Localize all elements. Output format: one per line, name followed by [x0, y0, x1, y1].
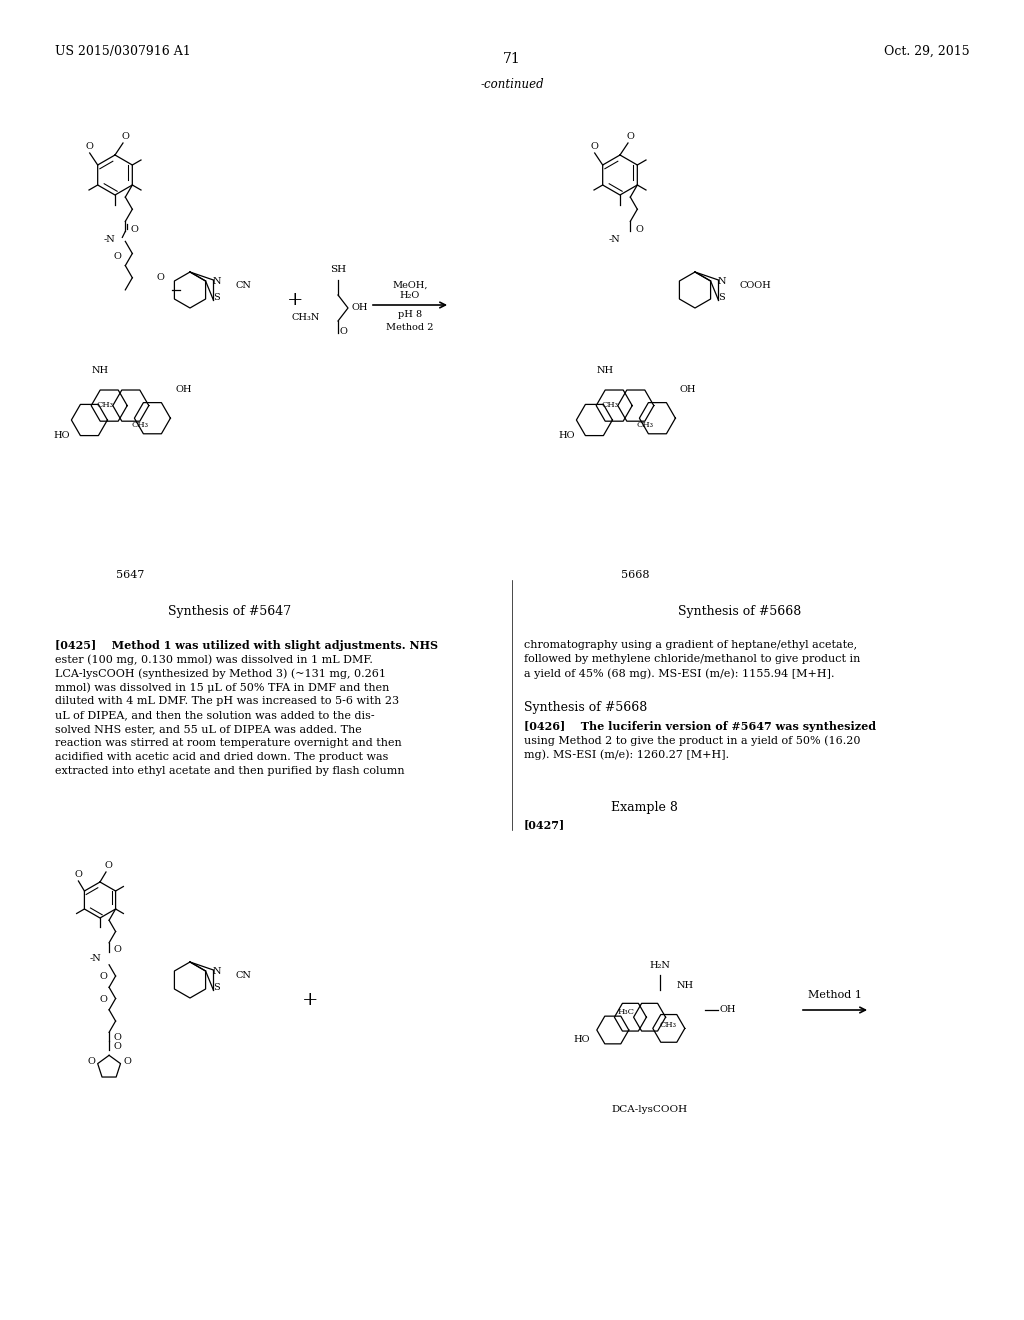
Text: SH: SH [330, 265, 346, 275]
Text: Synthesis of #5668: Synthesis of #5668 [678, 605, 802, 618]
Text: NH: NH [91, 366, 109, 375]
Text: a yield of 45% (68 mg). MS-ESI (m/e): 1155.94 [M+H].: a yield of 45% (68 mg). MS-ESI (m/e): 11… [524, 668, 835, 678]
Text: O: O [626, 132, 634, 141]
Text: DCA-lysCOOH: DCA-lysCOOH [612, 1105, 688, 1114]
Text: 5647: 5647 [116, 570, 144, 579]
Text: O: O [104, 861, 112, 870]
Text: 5668: 5668 [621, 570, 649, 579]
Text: O: O [123, 1057, 131, 1065]
Text: N: N [213, 968, 221, 977]
Text: [0427]: [0427] [524, 818, 565, 830]
Text: O: O [156, 273, 164, 282]
Text: Synthesis of #5647: Synthesis of #5647 [168, 605, 292, 618]
Text: O: O [99, 973, 108, 981]
Text: S: S [213, 983, 220, 993]
Text: pH 8: pH 8 [398, 310, 422, 319]
Text: O: O [121, 132, 129, 141]
Text: HO: HO [573, 1035, 590, 1044]
Text: followed by methylene chloride/methanol to give product in: followed by methylene chloride/methanol … [524, 653, 860, 664]
Text: NH: NH [677, 981, 693, 990]
Text: Example 8: Example 8 [610, 801, 678, 814]
Text: +: + [287, 290, 303, 309]
Text: acidified with acetic acid and dried down. The product was: acidified with acetic acid and dried dow… [55, 752, 388, 762]
Text: O: O [113, 1032, 121, 1041]
Text: O: O [130, 224, 138, 234]
Text: S: S [213, 293, 220, 302]
Text: N: N [213, 277, 221, 286]
Text: +: + [302, 991, 318, 1008]
Text: CH₃: CH₃ [660, 1020, 677, 1030]
Text: H₂N: H₂N [649, 961, 671, 970]
Text: O: O [113, 945, 121, 954]
Text: OH: OH [720, 1006, 736, 1015]
Text: US 2015/0307916 A1: US 2015/0307916 A1 [55, 45, 190, 58]
Text: CH₃: CH₃ [131, 421, 148, 429]
Text: solved NHS ester, and 55 uL of DIPEA was added. The: solved NHS ester, and 55 uL of DIPEA was… [55, 723, 361, 734]
Text: [0426]    The luciferin version of #5647 was synthesized: [0426] The luciferin version of #5647 wa… [524, 721, 877, 733]
Text: chromatography using a gradient of heptane/ethyl acetate,: chromatography using a gradient of hepta… [524, 640, 857, 649]
Text: uL of DIPEA, and then the solution was added to the dis-: uL of DIPEA, and then the solution was a… [55, 710, 375, 719]
Text: CH₃: CH₃ [96, 401, 114, 409]
Text: CN: CN [234, 970, 251, 979]
Text: -N: -N [89, 954, 101, 964]
Text: H₂O: H₂O [400, 290, 420, 300]
Text: diluted with 4 mL DMF. The pH was increased to 5-6 with 23: diluted with 4 mL DMF. The pH was increa… [55, 696, 399, 706]
Text: CH₃: CH₃ [601, 401, 618, 409]
Text: 71: 71 [503, 51, 521, 66]
Text: CH₃N: CH₃N [292, 314, 319, 322]
Text: OH: OH [352, 304, 369, 313]
Text: N: N [718, 277, 726, 286]
Text: Method 2: Method 2 [386, 323, 434, 333]
Text: using Method 2 to give the product in a yield of 50% (16.20: using Method 2 to give the product in a … [524, 735, 860, 746]
Text: COOH: COOH [740, 281, 772, 289]
Text: reaction was stirred at room temperature overnight and then: reaction was stirred at room temperature… [55, 738, 401, 748]
Text: O: O [75, 870, 82, 879]
Text: Synthesis of #5668: Synthesis of #5668 [524, 701, 647, 714]
Text: extracted into ethyl acetate and then purified by flash column: extracted into ethyl acetate and then pu… [55, 766, 404, 776]
Text: O: O [114, 252, 121, 260]
Text: mg). MS-ESI (m/e): 1260.27 [M+H].: mg). MS-ESI (m/e): 1260.27 [M+H]. [524, 748, 729, 759]
Text: O: O [113, 1041, 121, 1051]
Text: Method 1: Method 1 [808, 990, 862, 1001]
Text: -N: -N [608, 235, 621, 244]
Text: O: O [340, 327, 348, 337]
Text: H₃C: H₃C [618, 1008, 635, 1016]
Text: CH₃: CH₃ [637, 421, 653, 429]
Text: S: S [718, 293, 725, 302]
Text: OH: OH [680, 385, 696, 395]
Text: MeOH,: MeOH, [392, 281, 428, 290]
Text: O: O [99, 995, 108, 1003]
Text: LCA-lysCOOH (synthesized by Method 3) (~131 mg, 0.261: LCA-lysCOOH (synthesized by Method 3) (~… [55, 668, 386, 678]
Text: HO: HO [53, 430, 70, 440]
Text: O: O [635, 224, 643, 234]
Text: -N: -N [103, 235, 116, 244]
Text: mmol) was dissolved in 15 μL of 50% TFA in DMF and then: mmol) was dissolved in 15 μL of 50% TFA … [55, 682, 389, 693]
Text: NH: NH [596, 366, 613, 375]
Text: O: O [87, 1057, 95, 1065]
Text: Oct. 29, 2015: Oct. 29, 2015 [885, 45, 970, 58]
Text: O: O [591, 143, 599, 150]
Text: O: O [86, 143, 93, 150]
Text: -continued: -continued [480, 78, 544, 91]
Text: ester (100 mg, 0.130 mmol) was dissolved in 1 mL DMF.: ester (100 mg, 0.130 mmol) was dissolved… [55, 653, 373, 664]
Text: [0425]    Method 1 was utilized with slight adjustments. NHS: [0425] Method 1 was utilized with slight… [55, 640, 438, 651]
Text: OH: OH [175, 385, 191, 395]
Text: CN: CN [234, 281, 251, 289]
Text: HO: HO [558, 430, 575, 440]
